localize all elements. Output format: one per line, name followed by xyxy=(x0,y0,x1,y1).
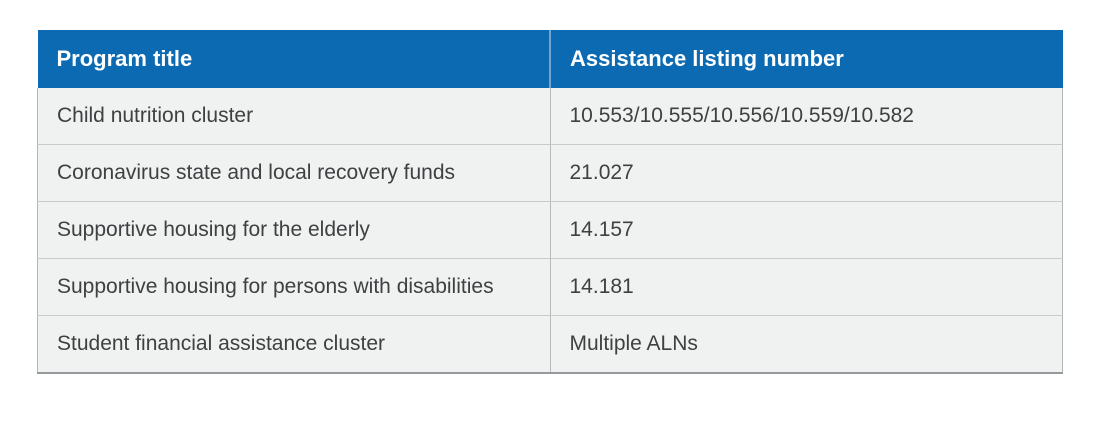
table-row: Coronavirus state and local recovery fun… xyxy=(37,144,1063,202)
header-cell-assistance-listing-number: Assistance listing number xyxy=(549,30,1063,88)
program-title-cell: Coronavirus state and local recovery fun… xyxy=(37,144,550,202)
table-body: Child nutrition cluster 10.553/10.555/10… xyxy=(37,88,1063,374)
table-row: Supportive housing for the elderly 14.15… xyxy=(37,201,1063,259)
program-title-cell: Supportive housing for persons with disa… xyxy=(37,258,550,316)
table-row: Supportive housing for persons with disa… xyxy=(37,258,1063,316)
assistance-listing-number-cell: 10.553/10.555/10.556/10.559/10.582 xyxy=(549,88,1063,145)
program-title-cell: Student financial assistance cluster xyxy=(37,315,550,374)
assistance-listing-number-cell: 21.027 xyxy=(549,144,1063,202)
table-row: Child nutrition cluster 10.553/10.555/10… xyxy=(37,88,1063,145)
assistance-listing-number-cell: Multiple ALNs xyxy=(549,315,1063,374)
table-header: Program title Assistance listing number xyxy=(37,30,1063,88)
program-title-cell: Child nutrition cluster xyxy=(37,88,550,145)
header-row: Program title Assistance listing number xyxy=(37,30,1063,88)
assistance-listing-table: Program title Assistance listing number … xyxy=(37,30,1063,374)
assistance-listing-number-cell: 14.181 xyxy=(549,258,1063,316)
program-title-cell: Supportive housing for the elderly xyxy=(37,201,550,259)
table-row: Student financial assistance cluster Mul… xyxy=(37,315,1063,374)
assistance-listing-number-cell: 14.157 xyxy=(549,201,1063,259)
header-cell-program-title: Program title xyxy=(37,30,550,88)
